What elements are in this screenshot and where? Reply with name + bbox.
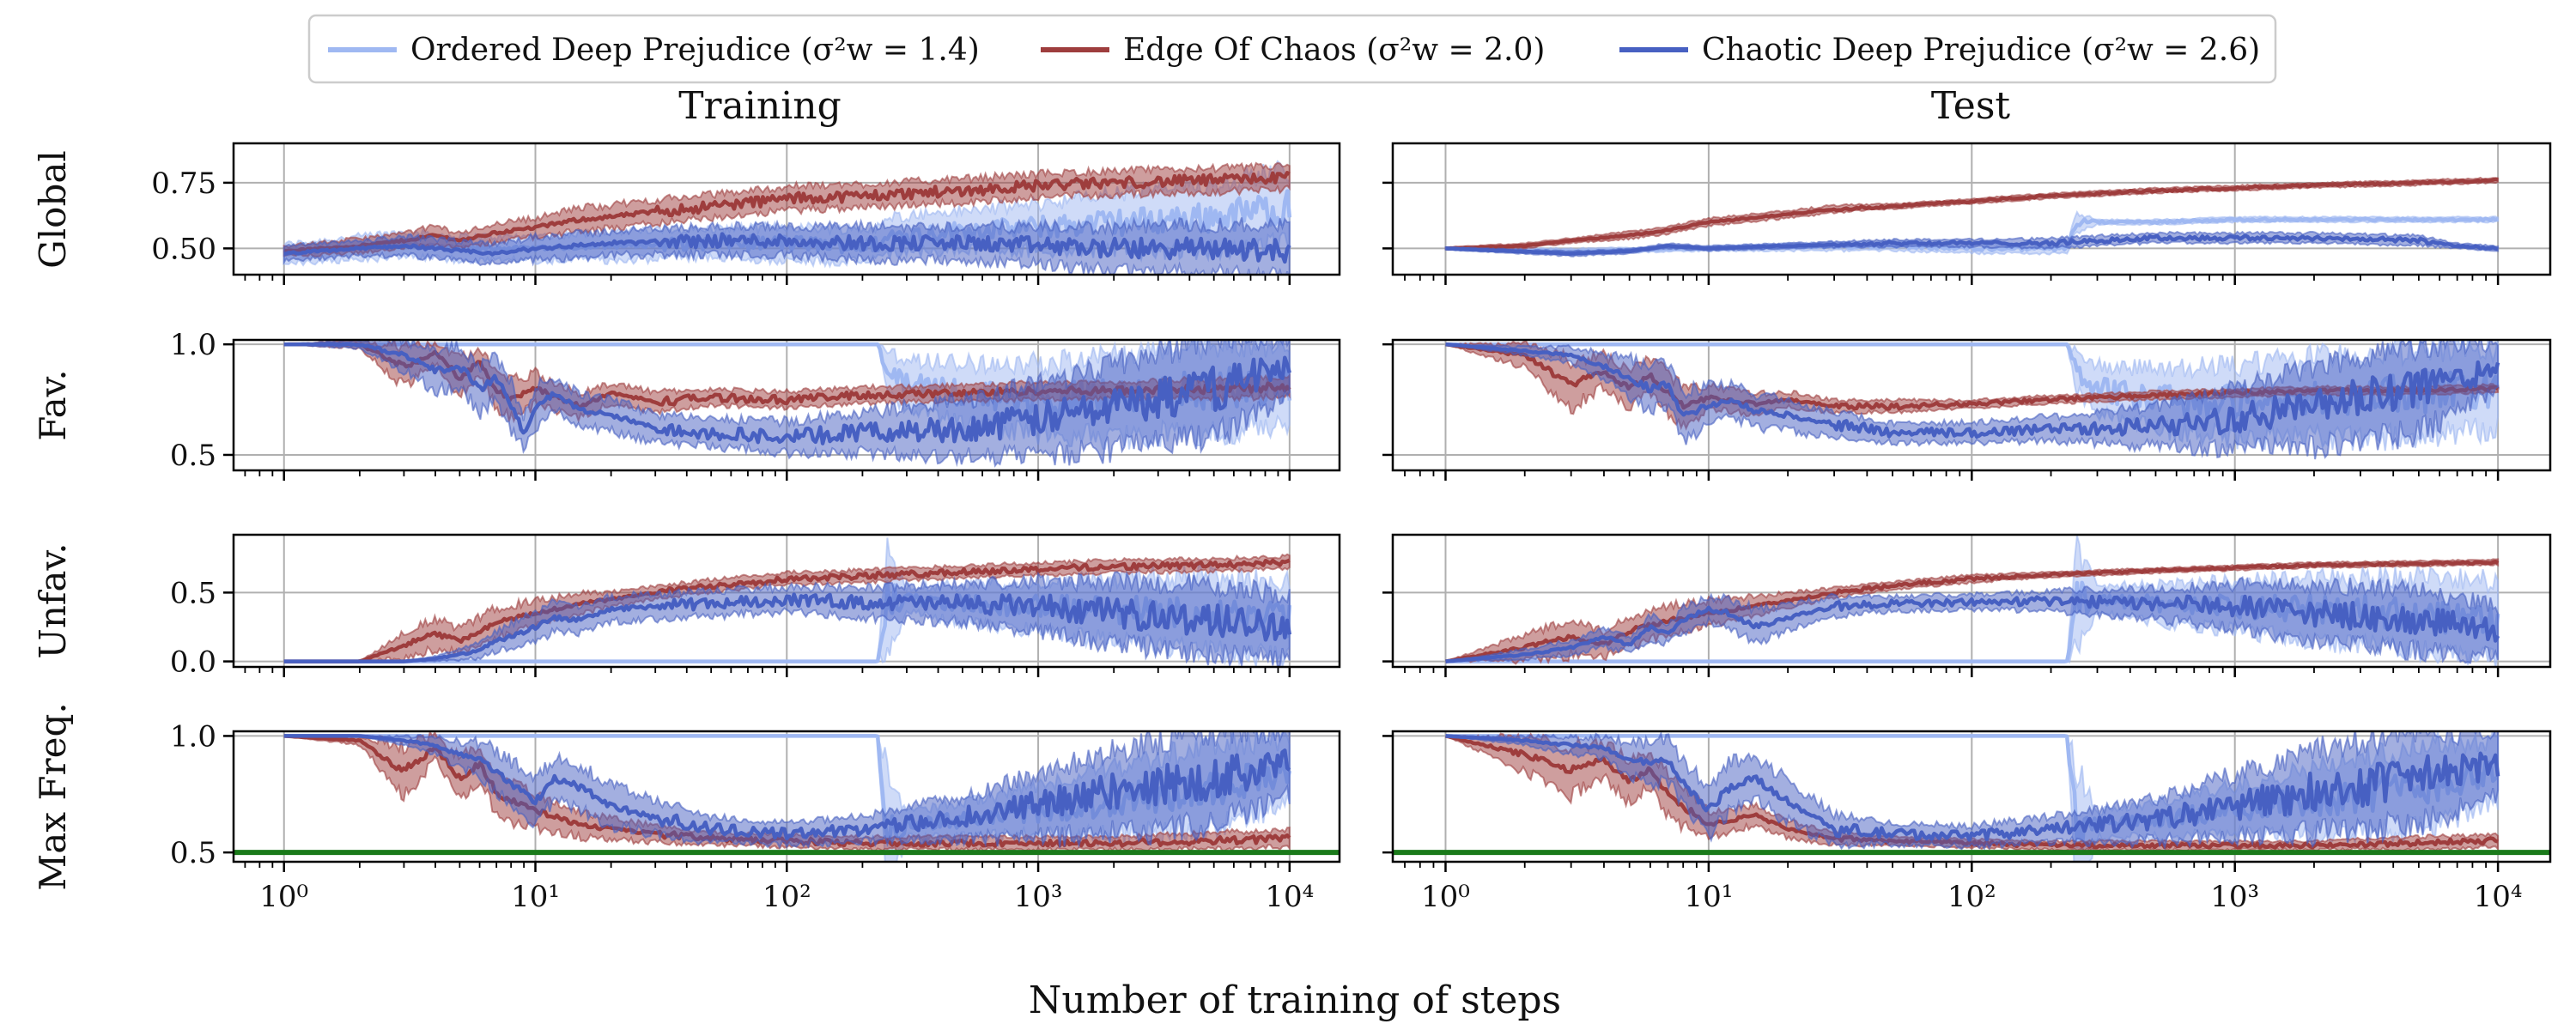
xtick-label-training-max-freq-1: 10¹ [511,880,560,914]
ytick-label-training-fav-1: 1.0 [170,328,216,362]
legend-label-chaotic: Chaotic Deep Prejudice (σ²w = 2.6) [1702,33,2260,68]
line-chaotic-deep-prejudice-w-2-6-training-global [283,232,1291,264]
panels: 0.50 0.75 0.5 1.0 0.0 0.5 10⁰ 10¹ 10² 10³ 10⁴ 0.5 1.… [151,142,2552,914]
line-chaotic-deep-prejudice-w-2-6-test-max-freq [1445,734,2500,842]
line-chaotic-deep-prejudice-w-2-6-test-fav [1445,342,2500,439]
plot-area-training-unfav [283,537,1292,667]
line-chaotic-deep-prejudice-w-2-6-training-max-freq [283,734,1291,841]
xtick-label-test-max-freq-0: 10⁰ [1421,880,1470,914]
ytick-label-training-unfav-1: 0.5 [170,576,216,610]
plot-area-test-global [1444,176,2500,258]
plot-area-test-max-freq [1393,731,2550,862]
column-title-training: Training [678,84,841,128]
panel-test-fav [1382,338,2552,481]
line-chaotic-deep-prejudice-w-2-6-training-fav [283,342,1291,445]
ytick-label-training-unfav-0: 0.0 [170,645,216,680]
panel-test-unfav [1382,533,2552,677]
ytick-label-training-max-freq-1: 1.0 [170,719,216,754]
panel-training-max-freq: 10⁰ 10¹ 10² 10³ 10⁴ 0.5 1.0 [170,719,1341,914]
ytick-label-training-max-freq-0: 0.5 [170,836,216,870]
ylabel-global: Global [32,150,74,269]
xtick-label-training-max-freq-4: 10⁴ [1265,880,1314,914]
ylabel-unfav: Unfav. [32,542,74,658]
line-chaotic-deep-prejudice-w-2-6-training-unfav [283,592,1292,663]
panel-test-global [1382,142,2552,285]
xtick-label-training-max-freq-3: 10³ [1014,880,1063,914]
plot-area-test-fav [1445,340,2500,460]
panel-training-fav: 0.5 1.0 [170,328,1341,481]
xtick-label-test-max-freq-4: 10⁴ [2474,880,2523,914]
line-chaotic-deep-prejudice-w-2-6-test-global [1445,233,2499,256]
line-edge-of-chaos-w-2-0-training-unfav [283,558,1291,663]
plot-area-training-global [283,160,1292,275]
xtick-label-training-max-freq-2: 10² [762,880,811,914]
legend-frame [307,14,2277,84]
panel-training-global: 0.50 0.75 [151,142,1341,285]
legend-label-edge: Edge Of Chaos (σ²w = 2.0) [1123,33,1545,68]
line-chaotic-deep-prejudice-w-2-6-test-unfav [1445,594,2500,663]
ylabel-max-freq: Max Freq. [32,702,74,890]
xtick-label-test-max-freq-1: 10¹ [1684,880,1733,914]
ytick-label-training-fav-0: 0.5 [170,439,216,473]
x-axis-label: Number of training of steps [1029,978,1561,1022]
plot-area-test-unfav [1445,536,2500,667]
ylabel-fav: Fav. [32,369,74,440]
ytick-label-training-global-0: 0.50 [151,232,216,266]
legend-label-ordered: Ordered Deep Prejudice (σ²w = 1.4) [410,33,980,68]
xtick-label-test-max-freq-3: 10³ [2210,880,2259,914]
band-chaotic-deep-prejudice-w-2-6-training-fav [283,340,1291,468]
line-edge-of-chaos-w-2-0-test-global [1445,177,2499,251]
legend: Ordered Deep Prejudice (σ²w = 1.4) Edge … [307,14,2277,84]
panel-test-max-freq: 10⁰ 10¹ 10² 10³ 10⁴ [1382,730,2552,914]
plot-area-training-max-freq [234,731,1340,862]
xtick-label-training-max-freq-0: 10⁰ [259,880,308,914]
ytick-label-training-global-1: 0.75 [151,167,216,201]
column-title-test: Test [1931,84,2011,128]
xtick-label-test-max-freq-2: 10² [1947,880,1996,914]
plot-area-training-fav [283,340,1292,468]
panel-training-unfav: 0.0 0.5 [170,533,1341,680]
